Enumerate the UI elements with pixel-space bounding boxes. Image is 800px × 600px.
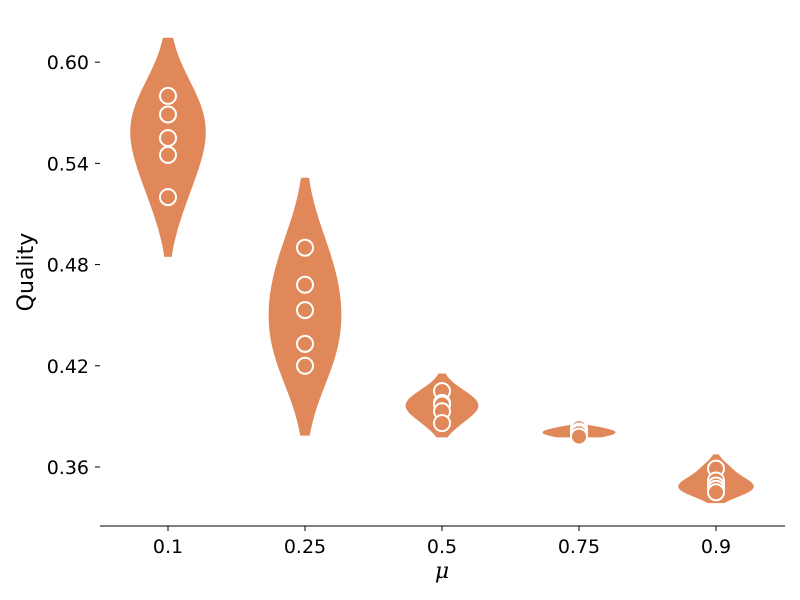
data-point [433, 414, 451, 433]
data-point [296, 334, 314, 353]
y-tick-label: 0.36 [47, 457, 89, 479]
x-axis-label: μ [435, 559, 449, 584]
data-point [296, 356, 314, 375]
violins [130, 37, 754, 504]
data-point [159, 129, 177, 148]
x-axis: 0.1 0.25 0.5 0.75 0.9 [100, 525, 785, 558]
y-tick-label: 0.60 [47, 52, 89, 74]
x-tick-label: 0.1 [153, 536, 183, 558]
x-tick-label: 0.75 [558, 536, 600, 558]
y-axis: 0.36 0.42 0.48 0.54 0.60 [47, 52, 100, 479]
data-point [570, 427, 588, 446]
y-tick-label: 0.54 [47, 153, 89, 175]
x-tick-label: 0.9 [701, 536, 731, 558]
data-point [159, 86, 177, 105]
y-axis-label: Quality [14, 233, 39, 312]
data-point [159, 188, 177, 207]
data-point [296, 275, 314, 294]
data-point [159, 105, 177, 124]
x-tick-label: 0.5 [427, 536, 457, 558]
x-tick-label: 0.25 [284, 536, 326, 558]
data-point [296, 301, 314, 320]
data-point [707, 483, 725, 502]
data-point [296, 238, 314, 257]
y-tick-label: 0.42 [47, 356, 89, 378]
data-point [159, 145, 177, 164]
data-points [159, 86, 725, 502]
y-tick-label: 0.48 [47, 255, 89, 277]
